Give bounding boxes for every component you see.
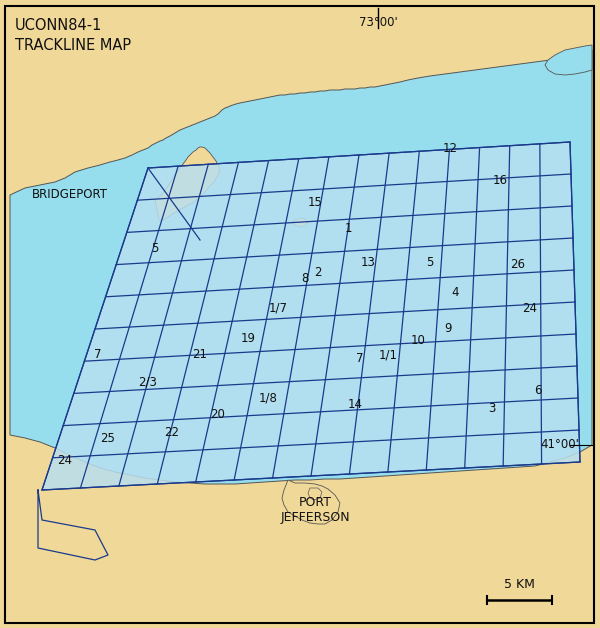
Text: 2/3: 2/3 <box>139 376 157 389</box>
Text: 13: 13 <box>361 256 376 269</box>
Text: 12: 12 <box>443 141 458 154</box>
Polygon shape <box>545 45 592 75</box>
Text: 2: 2 <box>314 266 322 278</box>
Text: 7: 7 <box>356 352 364 364</box>
Text: 9: 9 <box>444 322 452 335</box>
Text: 5: 5 <box>151 242 158 254</box>
Text: 24: 24 <box>523 301 538 315</box>
Polygon shape <box>155 147 220 220</box>
Polygon shape <box>10 50 592 484</box>
Text: 6: 6 <box>534 384 542 396</box>
Text: 20: 20 <box>211 408 226 421</box>
Text: 5: 5 <box>427 256 434 269</box>
Text: 1/7: 1/7 <box>269 301 287 315</box>
Text: 4: 4 <box>451 286 459 298</box>
Text: 16: 16 <box>493 173 508 187</box>
Text: 8: 8 <box>301 271 308 284</box>
Polygon shape <box>292 218 308 227</box>
Text: 14: 14 <box>347 399 362 411</box>
Text: 22: 22 <box>164 426 179 438</box>
Text: 41°00': 41°00' <box>540 438 579 452</box>
Text: 26: 26 <box>511 259 526 271</box>
Polygon shape <box>282 480 340 524</box>
Text: 19: 19 <box>241 332 256 345</box>
Text: 1/8: 1/8 <box>259 391 277 404</box>
Text: 25: 25 <box>101 431 115 445</box>
Text: 7: 7 <box>94 349 102 362</box>
Polygon shape <box>42 142 580 490</box>
Text: PORT
JEFFERSON: PORT JEFFERSON <box>280 495 350 524</box>
Text: 15: 15 <box>308 195 322 208</box>
Text: TRACKLINE MAP: TRACKLINE MAP <box>15 38 131 53</box>
Text: 21: 21 <box>193 349 208 362</box>
Text: 1: 1 <box>344 222 352 234</box>
Polygon shape <box>308 488 322 500</box>
Text: 73°00': 73°00' <box>359 16 397 28</box>
Text: 3: 3 <box>488 401 496 414</box>
Text: UCONN84-1: UCONN84-1 <box>15 18 103 33</box>
Text: 24: 24 <box>58 453 73 467</box>
Text: BRIDGEPORT: BRIDGEPORT <box>32 188 108 202</box>
Text: 5 KM: 5 KM <box>504 578 535 591</box>
Text: 1/1: 1/1 <box>379 349 398 362</box>
Text: 10: 10 <box>410 333 425 347</box>
